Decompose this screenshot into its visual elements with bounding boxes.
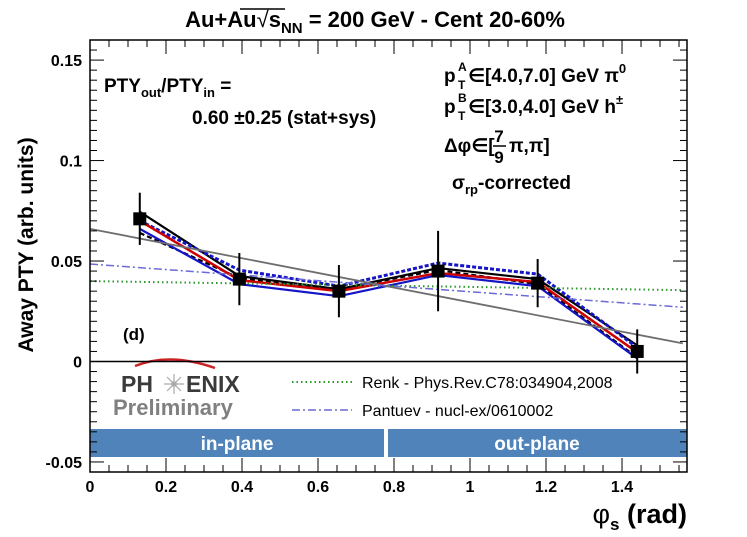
x-label-phi: φ bbox=[593, 499, 611, 529]
cut4-sub: rp bbox=[465, 182, 478, 197]
title-sqrt: √ bbox=[257, 7, 270, 32]
logo-star-icon bbox=[164, 374, 184, 394]
title-s-sub: NN bbox=[281, 20, 303, 37]
x-label-sub: s bbox=[610, 515, 619, 534]
plane-bars: in-plane out-plane bbox=[90, 429, 687, 457]
cut-pta-sub: T bbox=[458, 78, 466, 92]
chart-title: Au+Au√sNN = 200 GeV - Cent 20-60% bbox=[185, 7, 565, 37]
logo-swoosh bbox=[134, 358, 216, 370]
data-point bbox=[332, 284, 346, 298]
legend-label-renk: Renk - Phys.Rev.C78:034904,2008 bbox=[362, 375, 613, 392]
cut1-p: p bbox=[444, 66, 456, 87]
bar-in-plane bbox=[90, 429, 384, 457]
cut2-range: ∈[3.0,4.0] GeV h bbox=[468, 97, 616, 118]
y-tick-label: 0.15 bbox=[51, 53, 82, 70]
bar-in-plane-label: in-plane bbox=[201, 434, 274, 455]
x-axis-label: φs (rad) bbox=[593, 499, 687, 534]
series-line bbox=[139, 219, 638, 354]
series-line bbox=[89, 227, 683, 345]
x-tick-label: 1 bbox=[466, 479, 475, 496]
data-point bbox=[232, 272, 246, 286]
cut3-prefix: Δφ∈[ bbox=[444, 136, 495, 157]
y-axis-label: Away PTY (arb. units) bbox=[15, 137, 38, 352]
y-tick-label: 0.1 bbox=[60, 154, 82, 171]
legend: Renk - Phys.Rev.C78:034904,2008 Pantuev … bbox=[292, 375, 613, 420]
cut-ptb: p bbox=[444, 97, 456, 118]
cut-dphi: Δφ∈[ bbox=[444, 136, 495, 157]
ratio-in-sub: in bbox=[203, 85, 215, 100]
cut-pta: p bbox=[444, 66, 456, 87]
panel-label: (d) bbox=[123, 325, 145, 344]
cut-sigma: σrp-corrected bbox=[452, 173, 571, 197]
y-tick-label: -0.05 bbox=[46, 455, 83, 472]
cut-dphi-num: 7 bbox=[494, 127, 503, 146]
phenix-logo: PH ENIX Preliminary bbox=[113, 358, 240, 420]
cut-pta-sup: A bbox=[458, 60, 467, 74]
cut-ptb-sub: T bbox=[458, 109, 466, 123]
cut-dphi-suffix: π,π] bbox=[509, 136, 550, 157]
cut4-sigma: σ bbox=[452, 173, 465, 194]
cut1-end-sup: 0 bbox=[619, 61, 626, 76]
x-tick-label: 0.6 bbox=[307, 479, 329, 496]
plot-layer bbox=[89, 210, 683, 360]
cut1-range: ∈[4.0,7.0] GeV π bbox=[468, 66, 619, 87]
x-tick-label: 0.4 bbox=[231, 479, 253, 496]
cut2-p: p bbox=[444, 97, 456, 118]
logo-ph: PH bbox=[121, 371, 153, 397]
ratio-slash: /PTY bbox=[161, 76, 204, 97]
y-tick-label: 0.05 bbox=[51, 254, 82, 271]
bar-out-plane bbox=[388, 429, 687, 457]
cut4-text: -corrected bbox=[478, 173, 571, 194]
data-layer bbox=[133, 192, 644, 374]
x-tick-label: 0.2 bbox=[155, 479, 177, 496]
legend-label-pantuev: Pantuev - nucl-ex/0610002 bbox=[362, 403, 553, 420]
title-prefix: Au+Au bbox=[185, 7, 257, 32]
cut-ptb-range: ∈[3.0,4.0] GeV h± bbox=[468, 92, 623, 118]
cut2-end-sup: ± bbox=[616, 92, 623, 107]
x-label-unit: (rad) bbox=[620, 499, 688, 529]
data-point bbox=[531, 276, 545, 290]
ratio-eq: = bbox=[215, 76, 231, 97]
title-suffix: = 200 GeV - Cent 20-60% bbox=[303, 7, 565, 32]
cut-ptb-sup: B bbox=[458, 91, 467, 105]
plot-frame bbox=[89, 39, 688, 473]
x-tick-label: 1.4 bbox=[611, 479, 633, 496]
cut-pta-range: ∈[4.0,7.0] GeV π0 bbox=[468, 61, 626, 87]
ratio-annotation: PTYout/PTYin = bbox=[104, 76, 231, 100]
x-tick-label: 0.8 bbox=[383, 479, 405, 496]
ratio-value: 0.60 ±0.25 (stat+sys) bbox=[192, 108, 376, 129]
series-line bbox=[89, 263, 683, 308]
logo-enix: ENIX bbox=[186, 371, 240, 397]
ratio-pty: PTY bbox=[104, 76, 141, 97]
x-tick-label: 1.2 bbox=[535, 479, 557, 496]
data-point bbox=[431, 264, 445, 278]
ratio-out-sub: out bbox=[141, 85, 162, 100]
series-line bbox=[139, 219, 639, 349]
data-point bbox=[630, 344, 644, 358]
data-point bbox=[133, 212, 147, 226]
title-s: s bbox=[269, 7, 281, 32]
y-tick-label: 0 bbox=[73, 354, 82, 371]
x-tick-label: 0 bbox=[86, 479, 95, 496]
bar-out-plane-label: out-plane bbox=[494, 434, 580, 455]
logo-preliminary: Preliminary bbox=[113, 395, 234, 420]
cut-dphi-den: 9 bbox=[494, 148, 503, 167]
